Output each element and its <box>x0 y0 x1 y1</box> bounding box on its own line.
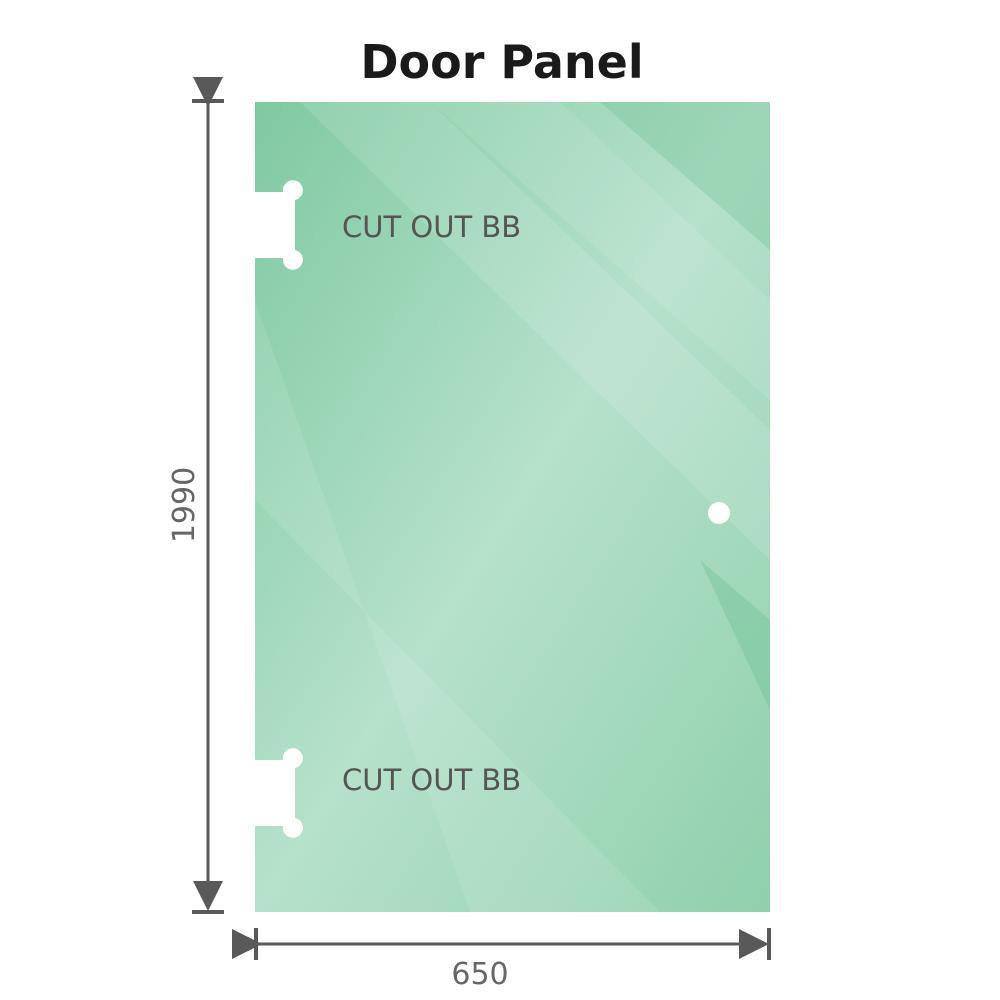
glass-panel <box>255 102 770 912</box>
cutout-top-label: CUT OUT BB <box>342 210 521 244</box>
cutout-bottom <box>255 748 303 838</box>
width-dimension-line <box>232 928 771 960</box>
height-dimension-line <box>192 77 224 914</box>
height-dimension-label: 1990 <box>167 467 202 543</box>
cutout-bottom-label: CUT OUT BB <box>342 763 521 797</box>
width-dimension-label: 650 <box>451 957 508 992</box>
cutout-top <box>255 180 303 270</box>
diagram-title: Door Panel <box>360 35 643 89</box>
handle-hole <box>708 502 730 524</box>
